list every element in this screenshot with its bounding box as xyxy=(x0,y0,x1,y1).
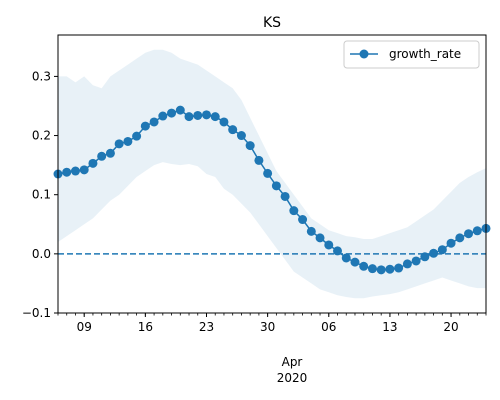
legend: growth_rate xyxy=(343,40,480,69)
data-point xyxy=(79,165,89,175)
x-axis-month-label: Apr xyxy=(282,355,303,369)
series-points-layer xyxy=(53,105,491,275)
data-point xyxy=(175,105,185,115)
data-point xyxy=(289,206,299,216)
x-axis-year-label: 2020 xyxy=(277,371,308,385)
data-point xyxy=(341,253,351,263)
data-point xyxy=(411,256,421,266)
data-point xyxy=(394,263,404,273)
legend-marker-swatch xyxy=(359,49,369,59)
x-tick-label: 20 xyxy=(443,320,458,334)
data-point xyxy=(306,226,316,236)
data-point xyxy=(359,261,369,271)
data-point xyxy=(228,125,238,135)
data-point xyxy=(97,151,107,161)
data-point xyxy=(263,168,273,178)
data-point xyxy=(201,110,211,120)
data-point xyxy=(402,259,412,269)
data-point xyxy=(219,117,229,127)
y-tick-label: −0.1 xyxy=(22,306,51,320)
x-tick-label: 16 xyxy=(138,320,153,334)
legend-label-growth-rate: growth_rate xyxy=(389,47,461,61)
data-point xyxy=(184,112,194,122)
x-tick-label: 13 xyxy=(382,320,397,334)
ticks-layer: −0.1 0.0 0.1 0.2 0.3 09 16 23 30 06 13 20 xyxy=(22,69,487,334)
data-point xyxy=(70,166,80,176)
data-point xyxy=(472,226,482,236)
data-point xyxy=(158,111,168,121)
x-tick-label: 23 xyxy=(199,320,214,334)
legend-box xyxy=(343,40,480,69)
data-point xyxy=(376,265,386,275)
data-point xyxy=(298,215,308,225)
x-tick-label: 30 xyxy=(260,320,275,334)
x-tick-label: 06 xyxy=(321,320,336,334)
data-point xyxy=(446,238,456,248)
data-point xyxy=(464,229,474,239)
data-point xyxy=(280,191,290,201)
data-point xyxy=(455,233,465,243)
data-point xyxy=(140,121,150,131)
data-point xyxy=(236,131,246,141)
data-point xyxy=(62,167,72,177)
data-point xyxy=(271,181,281,191)
data-point xyxy=(245,141,255,151)
data-point xyxy=(315,233,325,243)
y-tick-label: 0.3 xyxy=(32,69,51,83)
data-point xyxy=(114,139,124,149)
data-point xyxy=(123,136,133,146)
data-point xyxy=(167,108,177,118)
data-point xyxy=(105,148,115,158)
data-point xyxy=(254,155,264,165)
data-point xyxy=(88,158,98,168)
y-tick-label: 0.0 xyxy=(32,247,51,261)
y-tick-label: 0.1 xyxy=(32,188,51,202)
y-tick-label: 0.2 xyxy=(32,129,51,143)
axes-layer xyxy=(57,34,487,314)
x-tick-label: 09 xyxy=(77,320,92,334)
data-point xyxy=(149,117,159,127)
data-point xyxy=(350,257,360,267)
data-point xyxy=(210,112,220,122)
plot-frame xyxy=(57,34,487,314)
data-point xyxy=(324,240,334,250)
data-point xyxy=(333,246,343,256)
data-point xyxy=(420,252,430,262)
chart-title: KS xyxy=(263,15,281,31)
data-point xyxy=(385,264,395,274)
data-point xyxy=(429,248,439,258)
data-point xyxy=(437,245,447,255)
data-point xyxy=(132,131,142,141)
data-point xyxy=(367,264,377,274)
data-point xyxy=(193,110,203,120)
